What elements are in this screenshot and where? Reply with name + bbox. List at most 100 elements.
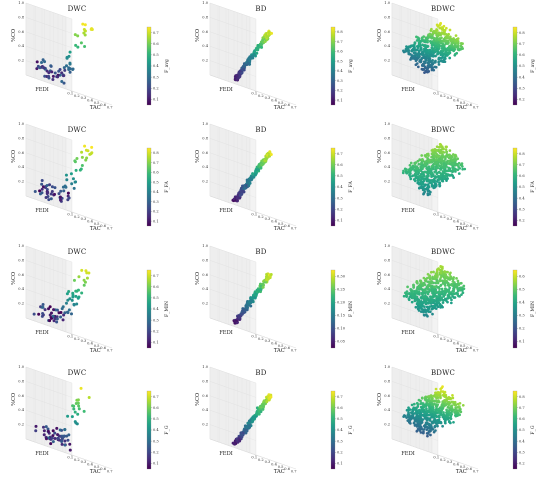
x-tick-label: 0.6 (284, 467, 290, 471)
scatter-point (244, 63, 248, 67)
scatter-point (442, 404, 446, 408)
scatter-point (442, 24, 446, 28)
scatter-point (440, 287, 444, 291)
scatter-point (41, 425, 45, 429)
scatter-point (444, 270, 448, 274)
colorbar: 0.1 0.2 0.3 0.4 0.5 0.6 0.7 0.8 F_FA (146, 147, 170, 227)
scatter-point (76, 412, 80, 416)
scatter-point (81, 22, 85, 26)
z-tick-label: 0.4 (384, 408, 390, 412)
colorbar: 0.1 0.2 0.3 0.4 0.5 0.6 0.7 F_FA (330, 147, 354, 227)
scatter-point (45, 188, 49, 192)
scatter-point (453, 403, 456, 407)
scatter-point (425, 418, 429, 422)
scatter-point (437, 410, 441, 413)
scatter-point (428, 32, 432, 36)
colorbar-tick-label: 0.4 (337, 69, 343, 73)
scatter-point (66, 191, 70, 195)
scatter-point (418, 412, 421, 416)
subplot-title: DWC (67, 248, 87, 256)
scatter-point (50, 185, 54, 189)
scatter-point (53, 186, 57, 190)
scatter-point (72, 407, 76, 411)
z-tick-label: 0.6 (18, 151, 24, 155)
scatter-point (408, 408, 412, 411)
scatter-point (420, 48, 423, 51)
scatter-point (435, 408, 439, 412)
z-tick-label: 0.6 (384, 30, 390, 34)
scatter-point (55, 426, 59, 430)
grid-lines (25, 369, 105, 467)
scatter-point (434, 429, 437, 432)
scatter-point (77, 404, 81, 408)
colorbar-tick-label: 0.1 (153, 462, 159, 466)
scatter-point (42, 433, 46, 437)
scatter-point (246, 61, 250, 65)
scatter-point (428, 190, 432, 194)
z-axis-label: %CO (377, 393, 383, 406)
scatter-point (454, 414, 457, 417)
scatter-point (443, 155, 447, 159)
subplot-svg: 0.20.40.60.81.0%CO0.10.20.30.40.50.60.7T… (195, 122, 354, 232)
colorbar-label: F_avg (164, 59, 170, 73)
scatter-point (76, 398, 80, 402)
x-tick-label: 0.5 (460, 222, 466, 226)
colorbar-tick-label: 0.5 (153, 417, 159, 421)
colorbar-tick-label: 0.3 (337, 196, 343, 200)
scatter-point (426, 67, 430, 70)
scatter-point (451, 41, 455, 45)
scatter-point (70, 298, 74, 302)
scatter-point (420, 185, 424, 189)
scatter-point (452, 176, 455, 179)
scatter-point (454, 34, 458, 37)
scatter-point (74, 180, 78, 184)
y-axis-label: FEDI (35, 451, 49, 457)
scatter-point (40, 191, 44, 195)
scatter-point (425, 298, 429, 302)
scatter-point (256, 48, 260, 52)
scatter-point (419, 415, 422, 419)
scatter-point (52, 308, 56, 312)
scatter-point (433, 179, 437, 183)
scatter-point (83, 44, 87, 48)
scatter-point (415, 39, 419, 42)
scatter-point (60, 307, 64, 311)
scatter-point (413, 162, 417, 166)
scatter-point (445, 165, 448, 168)
scatter-point (448, 56, 452, 60)
colorbar-label: F_avg (530, 59, 536, 73)
scatter-point (441, 150, 445, 154)
z-tick-label: 0.2 (18, 59, 24, 63)
scatter-point (442, 29, 446, 33)
scatter-point (65, 434, 69, 438)
scatter-point (461, 403, 465, 407)
colorbar-tick-label: 0.05 (337, 340, 346, 344)
scatter-point (51, 434, 55, 438)
z-tick-label: 0.6 (18, 394, 24, 398)
x-tick-label: 0.6 (100, 467, 106, 471)
x-tick-label: 0.5 (278, 344, 284, 348)
scatter-point (75, 156, 79, 160)
scatter-point (83, 23, 87, 27)
x-tick-label: 0.6 (284, 346, 290, 350)
scatter-point (65, 178, 69, 182)
scatter-point (433, 285, 437, 289)
scatter-point (431, 427, 435, 431)
scatter-point (420, 292, 424, 296)
scatter-points (231, 393, 273, 446)
z-tick-label: 0.4 (384, 44, 390, 48)
scatter-point (436, 421, 440, 425)
scatter-point (451, 292, 455, 296)
scatter-point (435, 23, 439, 27)
scatter-point (44, 425, 48, 429)
scatter-point (450, 46, 453, 50)
x-axis: 0.10.20.30.40.50.60.7 TAC (251, 335, 297, 354)
x-tick-label: 0.6 (466, 467, 472, 471)
scatter-point (433, 424, 437, 428)
scatter-point (452, 49, 456, 53)
scatter-point (443, 57, 447, 61)
x-tick-label: 0.6 (100, 346, 106, 350)
scatter-point (447, 159, 451, 163)
scatter-point (428, 430, 431, 433)
